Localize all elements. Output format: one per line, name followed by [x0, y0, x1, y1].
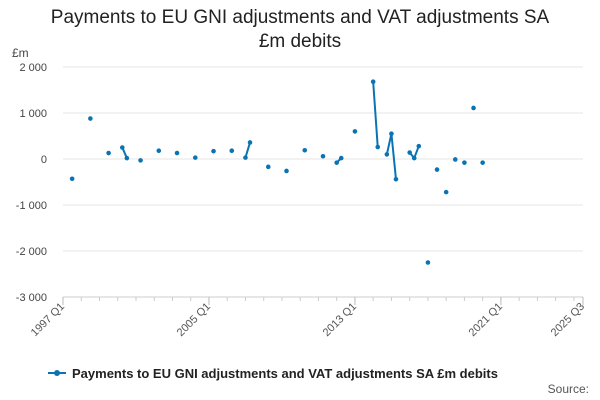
data-point	[338, 155, 344, 161]
legend-label: Payments to EU GNI adjustments and VAT a…	[72, 365, 498, 381]
series-line-segment	[390, 132, 397, 181]
x-tick-label: 2021 Q1	[467, 301, 505, 339]
data-point	[106, 150, 111, 156]
data-point	[229, 148, 235, 154]
data-point	[384, 152, 390, 157]
data-point	[471, 105, 476, 111]
data-point	[389, 131, 394, 136]
chart-title: Payments to EU GNI adjustments and VAT a…	[0, 6, 600, 54]
series-line-segment	[385, 132, 393, 156]
data-point	[443, 189, 449, 195]
data-point	[284, 168, 289, 174]
y-axis-unit-label: £m	[12, 46, 29, 60]
data-point	[119, 145, 125, 150]
source-label: Source:	[547, 382, 589, 396]
chart-title-line-2: £m debits	[258, 31, 342, 52]
data-point	[334, 160, 339, 165]
series-line-segment	[372, 80, 379, 149]
data-point	[247, 140, 253, 145]
y-tick-label: 0	[41, 154, 47, 166]
data-point	[88, 116, 93, 121]
data-point	[434, 167, 440, 172]
data-point	[425, 260, 431, 265]
x-tick-label: 2025 Q3	[549, 301, 587, 339]
data-point	[452, 157, 458, 162]
series-line-segment	[244, 141, 252, 159]
data-point	[302, 147, 308, 153]
x-tick-label: 2013 Q1	[321, 301, 359, 339]
data-point	[370, 79, 376, 85]
y-tick-label: -2 000	[16, 246, 47, 258]
data-point	[320, 153, 326, 159]
data-point	[480, 160, 485, 165]
chart-title-line-1: Payments to EU GNI adjustments and VAT a…	[50, 7, 550, 28]
legend-swatch-icon	[48, 367, 66, 379]
data-point	[411, 155, 417, 161]
chart-legend[interactable]: Payments to EU GNI adjustments and VAT a…	[48, 364, 498, 382]
data-point	[124, 155, 130, 161]
data-point	[393, 176, 399, 182]
data-point	[407, 150, 412, 155]
y-tick-label: 2 000	[19, 62, 47, 74]
data-point	[69, 176, 75, 182]
data-point	[211, 148, 216, 154]
data-point	[138, 158, 143, 163]
x-tick-label: 2005 Q1	[175, 301, 213, 339]
data-point	[265, 164, 271, 170]
data-point	[243, 155, 248, 160]
y-tick-label: -3 000	[16, 292, 47, 304]
data-point	[192, 155, 198, 160]
y-tick-label: -1 000	[16, 200, 47, 212]
data-point	[156, 148, 162, 154]
y-tick-label: 1 000	[19, 108, 47, 120]
x-tick-label: 1997 Q1	[29, 301, 67, 339]
data-point	[174, 150, 180, 156]
data-point	[462, 160, 467, 165]
data-point	[416, 143, 422, 149]
data-point	[375, 144, 381, 150]
data-point	[352, 129, 358, 134]
